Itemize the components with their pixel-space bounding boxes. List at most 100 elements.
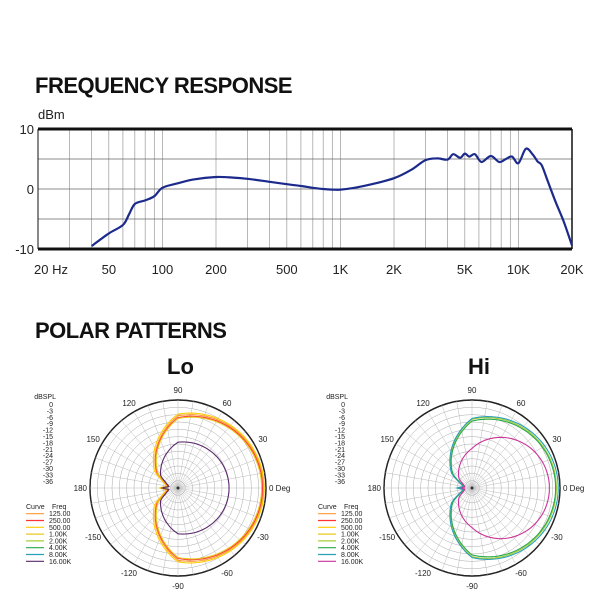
legend-label: 16.00K — [341, 559, 364, 566]
polar-spoke — [471, 487, 555, 519]
polar-angle-label: 60 — [517, 399, 526, 408]
polar-spoke — [121, 487, 179, 556]
polar-center — [470, 486, 474, 490]
polar-scale-tick: 0 — [341, 402, 345, 409]
fr-x-tick-label: 500 — [276, 262, 298, 277]
legend-label: 1.00K — [49, 532, 68, 539]
polar-spoke — [91, 487, 179, 504]
polar-angle-label: 150 — [380, 435, 394, 444]
polar-spoke — [177, 487, 265, 504]
legend-label: 8.00K — [341, 552, 360, 559]
polar-spoke — [177, 487, 261, 519]
polar-scale-tick: -30 — [43, 466, 53, 473]
polar-angle-label: -90 — [172, 582, 184, 591]
polar-angle-label: 150 — [86, 435, 100, 444]
polar-scale-tick: -18 — [335, 440, 345, 447]
polar-angle-label: -30 — [257, 533, 269, 542]
legend-label: 2.00K — [341, 538, 360, 545]
polar-scale-tick: -9 — [47, 421, 53, 428]
legend-label: 4.00K — [341, 545, 360, 552]
polar-spoke — [177, 443, 255, 489]
polar-curve — [152, 412, 265, 564]
fr-ylabel: dBm — [38, 107, 65, 122]
polar-scale-tick: -3 — [339, 408, 345, 415]
polar-curve — [457, 436, 550, 540]
polar-angle-label: 120 — [416, 399, 430, 408]
fr-y-tick-label: 0 — [27, 182, 34, 197]
legend-label: 1.00K — [341, 532, 360, 539]
fr-response-curve — [90, 147, 574, 247]
polar-angle-label: 30 — [552, 435, 561, 444]
polar-scale-tick: -18 — [43, 440, 53, 447]
polar-spoke — [177, 487, 223, 565]
polar-spoke — [471, 487, 488, 575]
polar-scale-tick: -21 — [335, 447, 345, 454]
polar-spoke — [441, 487, 473, 571]
polar-angle-label: -120 — [121, 569, 138, 578]
polar-spoke — [471, 420, 529, 489]
polar-spoke — [471, 487, 517, 565]
polar-scale-tick: -9 — [339, 421, 345, 428]
polar-scale-tick: 0 — [49, 402, 53, 409]
polar-spoke — [177, 487, 246, 545]
polar-spoke — [385, 472, 473, 489]
polar-angle-label: -150 — [85, 533, 102, 542]
polar-angle-label: -30 — [551, 533, 563, 542]
polar-curve — [449, 416, 559, 560]
fr-x-tick-label: 20 Hz — [34, 262, 68, 277]
polar-spoke — [471, 405, 503, 489]
polar-spoke — [471, 487, 559, 504]
polar-scale-tick: -6 — [47, 415, 53, 422]
polar-spoke — [177, 457, 261, 489]
polar-spoke — [471, 401, 488, 489]
polar-scale-tick: -33 — [335, 472, 345, 479]
polar-angle-label: -150 — [379, 533, 396, 542]
polar-spoke — [177, 405, 209, 489]
legend-label: 2.00K — [49, 538, 68, 545]
polar-scale-tick: -15 — [335, 434, 345, 441]
fr-x-tick-label: 5K — [457, 262, 473, 277]
polar-scale-tick: -21 — [43, 447, 53, 454]
polar-patterns-title: POLAR PATTERNS — [35, 318, 227, 343]
polar-spoke — [110, 487, 179, 545]
fr-y-tick-label: 10 — [20, 122, 34, 137]
polar-angle-label: 0 Deg — [269, 484, 290, 493]
polar-spoke — [471, 487, 503, 571]
polar-scale-label: dBSPL — [34, 394, 56, 401]
polar-spoke — [101, 443, 179, 489]
polar-spoke — [395, 487, 473, 533]
polar-spoke — [404, 431, 473, 489]
polar-angle-label: 90 — [174, 386, 183, 395]
polar-angle-label: -60 — [515, 569, 527, 578]
polar-spoke — [101, 487, 179, 533]
polar-spoke — [177, 472, 265, 489]
legend-label: 250.00 — [341, 518, 363, 525]
polar-spoke — [147, 487, 179, 571]
polar-spoke — [177, 487, 209, 571]
polar-spoke — [415, 487, 473, 556]
polar-spoke — [471, 487, 529, 556]
polar-center — [176, 486, 180, 490]
polar-spoke — [162, 401, 179, 489]
polar-scale-tick: -36 — [335, 479, 345, 486]
polar-spoke — [177, 420, 235, 489]
polar-scale-tick: -33 — [43, 472, 53, 479]
polar-angle-label: -120 — [415, 569, 432, 578]
polar-spoke — [471, 443, 549, 489]
polar-scale-label: dBSPL — [326, 394, 348, 401]
polar-angle-label: 60 — [223, 399, 232, 408]
polar-spoke — [385, 487, 473, 504]
polar-spoke — [121, 420, 179, 489]
polar-spoke — [471, 457, 555, 489]
polar-spoke — [471, 431, 540, 489]
polar-spoke — [177, 431, 246, 489]
polar-spoke — [177, 411, 223, 489]
polar-angle-label: 30 — [258, 435, 267, 444]
legend-label: 125.00 — [49, 511, 71, 518]
fr-y-tick-label: -10 — [15, 242, 34, 257]
lo-polar-title: Lo — [167, 354, 194, 379]
polar-spoke — [395, 443, 473, 489]
hi-polar-title: Hi — [468, 354, 490, 379]
polar-scale-tick: -27 — [43, 460, 53, 467]
polar-angle-label: 180 — [368, 484, 382, 493]
